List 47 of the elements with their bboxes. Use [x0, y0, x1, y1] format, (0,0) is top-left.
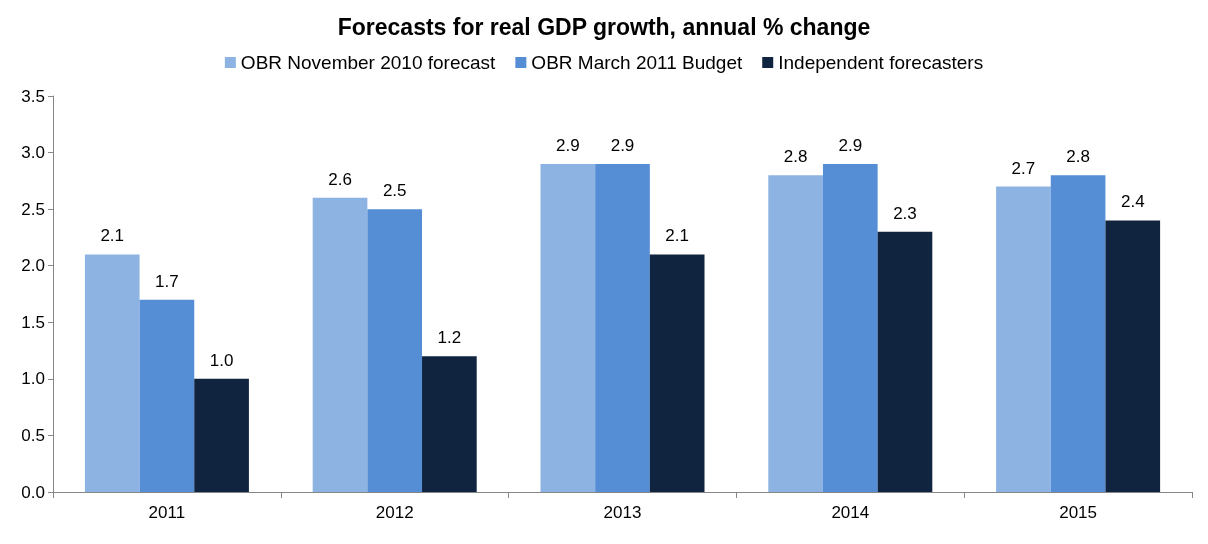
data-label: 2.5	[382, 181, 407, 201]
data-label: 2.8	[1066, 147, 1090, 167]
data-label: 2.1	[665, 226, 689, 246]
data-label: 2.6	[328, 169, 352, 189]
bar	[84, 254, 140, 492]
legend-label: OBR March 2011 Budget	[531, 52, 743, 73]
bar	[312, 197, 368, 492]
data-label: 2.4	[1120, 192, 1145, 212]
bar	[996, 186, 1051, 492]
y-tick-label: 0.0	[21, 482, 45, 502]
y-tick-label: 1.5	[21, 312, 45, 332]
data-label: 2.3	[893, 203, 917, 223]
data-label: 1.7	[155, 271, 179, 291]
bar	[595, 163, 650, 492]
data-label: 2.7	[1011, 158, 1036, 178]
bar	[139, 299, 195, 492]
y-tick-label: 2.0	[21, 256, 45, 276]
y-tick-label: 2.5	[21, 199, 45, 219]
bar	[649, 254, 705, 492]
x-tick-label: 2014	[831, 503, 870, 522]
bar	[367, 209, 423, 492]
x-tick-label: 2011	[148, 503, 186, 522]
y-tick-label: 3.0	[21, 143, 45, 163]
x-tick-label: 2015	[1059, 503, 1098, 522]
bar	[822, 163, 878, 492]
bar	[1105, 220, 1161, 492]
data-label: 2.1	[100, 226, 125, 246]
y-tick-label: 3.5	[21, 86, 45, 106]
data-label: 2.9	[838, 135, 863, 155]
bar	[422, 356, 477, 492]
y-tick-label: 1.0	[21, 369, 45, 389]
bar	[540, 163, 596, 492]
legend-label: Independent forecasters	[778, 52, 984, 73]
bar	[194, 378, 249, 492]
bar	[768, 175, 823, 492]
x-tick-label: 2013	[603, 503, 642, 522]
x-tick-label: 2012	[375, 503, 414, 522]
chart-title: Forecasts for real GDP growth, annual % change	[337, 13, 871, 40]
data-label: 1.2	[437, 328, 462, 348]
bar	[877, 231, 933, 492]
legend-label: OBR November 2010 forecast	[240, 52, 497, 73]
data-label: 1.0	[209, 350, 234, 370]
data-label: 2.8	[783, 147, 808, 167]
data-label: 2.9	[556, 135, 580, 155]
data-label: 2.9	[610, 135, 635, 155]
y-tick-label: 0.5	[21, 425, 45, 445]
bar	[1050, 175, 1106, 492]
